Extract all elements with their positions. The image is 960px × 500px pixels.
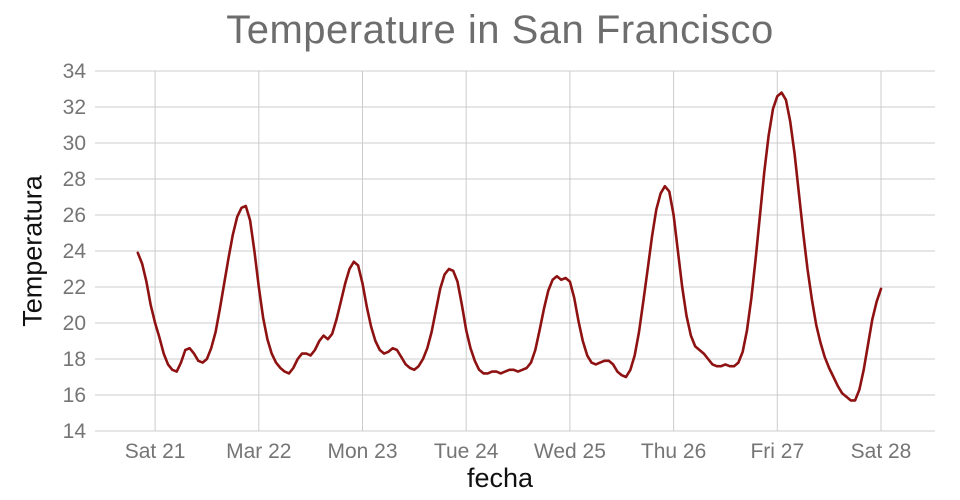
- y-tick-label: 30: [63, 132, 86, 155]
- x-tick-label: Sat 28: [851, 440, 912, 463]
- y-tick-label: 14: [63, 420, 87, 443]
- y-tick-label: 22: [63, 276, 86, 299]
- y-tick-label: 24: [63, 240, 87, 263]
- x-tick-label: Wed 25: [534, 440, 606, 463]
- y-tick-label: 32: [63, 96, 86, 119]
- chart-title: Temperature in San Francisco: [226, 8, 774, 52]
- y-tick-label: 18: [63, 348, 86, 371]
- y-tick-label: 16: [63, 384, 86, 407]
- y-tick-label: 34: [63, 60, 87, 83]
- x-tick-label: Thu 26: [641, 440, 706, 463]
- y-tick-label: 20: [63, 312, 86, 335]
- y-tick-label: 28: [63, 168, 86, 191]
- x-tick-label: Fri 27: [750, 440, 804, 463]
- x-axis-title: fecha: [466, 463, 534, 493]
- x-tick-label: Mar 22: [226, 440, 291, 463]
- temperature-series-line: [136, 91, 883, 402]
- x-tick-label: Mon 23: [327, 440, 397, 463]
- x-tick-label: Tue 24: [434, 440, 499, 463]
- y-tick-label: 26: [63, 204, 86, 227]
- x-tick-label: Sat 21: [125, 440, 186, 463]
